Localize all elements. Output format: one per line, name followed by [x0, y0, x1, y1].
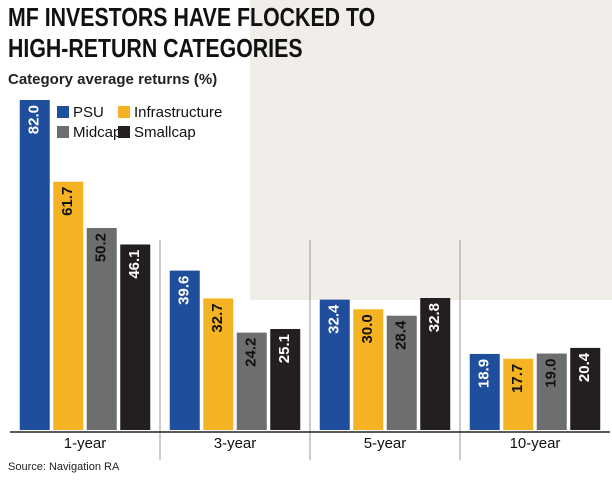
bar [203, 298, 234, 430]
bar [53, 181, 84, 430]
bar [270, 328, 301, 430]
x-tick-label: 1-year [64, 435, 107, 452]
bar [169, 270, 200, 430]
bar [536, 353, 567, 430]
value-label: 18.9 [476, 359, 493, 388]
value-label: 25.1 [276, 334, 293, 363]
value-label: 20.4 [576, 352, 593, 382]
chart-title: MF INVESTORS HAVE FLOCKED TO HIGH-RETURN… [8, 2, 376, 63]
legend-swatch [57, 126, 69, 138]
value-label: 46.1 [126, 249, 143, 278]
bar [469, 353, 500, 430]
value-label: 30.0 [359, 314, 376, 343]
value-label: 50.2 [93, 233, 110, 262]
value-label: 28.4 [393, 320, 410, 350]
bar [503, 358, 534, 430]
bar [570, 347, 601, 430]
legend-label: Infrastructure [134, 104, 222, 121]
bar [120, 244, 151, 430]
x-tick-label: 10-year [510, 435, 561, 452]
source: Source: Navigation RA [8, 461, 120, 473]
bar [236, 332, 267, 430]
legend-swatch [118, 126, 130, 138]
value-label: 32.7 [209, 303, 226, 332]
legend-swatch [57, 106, 69, 118]
bar [420, 298, 451, 430]
bar [19, 100, 50, 430]
subtitle: Category average returns (%) [8, 71, 217, 88]
bar [386, 315, 417, 430]
value-label: 19.0 [543, 359, 560, 388]
value-label: 17.7 [509, 364, 526, 393]
value-label: 61.7 [59, 187, 76, 216]
legend-swatch [118, 106, 130, 118]
value-label: 32.8 [426, 303, 443, 332]
bar [353, 309, 384, 430]
x-tick-label: 3-year [214, 435, 257, 452]
bar [319, 299, 350, 430]
legend-label: PSU [73, 104, 104, 121]
value-label: 82.0 [26, 105, 43, 134]
x-tick-label: 5-year [364, 435, 407, 452]
value-label: 39.6 [176, 276, 193, 305]
legend-label: Midcap [73, 124, 121, 141]
value-label: 32.4 [326, 304, 343, 334]
legend-label: Smallcap [134, 124, 196, 141]
bar [86, 227, 117, 430]
value-label: 24.2 [243, 338, 260, 367]
